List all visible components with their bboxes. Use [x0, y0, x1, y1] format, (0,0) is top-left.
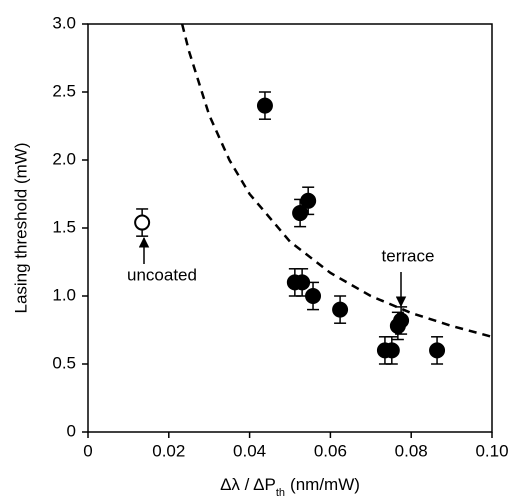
- point: [383, 342, 400, 359]
- x-label-unit: (nm/mW): [290, 475, 360, 494]
- point: [134, 214, 151, 231]
- plot-frame: [87, 23, 493, 433]
- point: [305, 288, 322, 304]
- annotation: uncoated: [127, 265, 197, 284]
- y-axis-label: Lasing threshold (mW): [11, 142, 30, 313]
- point: [393, 312, 410, 329]
- x-label-sub: th: [276, 487, 285, 499]
- x-tick-label: 0: [83, 441, 92, 460]
- fit-curve: [180, 23, 493, 339]
- point: [300, 192, 317, 209]
- y-tick-label: 2.0: [52, 149, 76, 168]
- y-tick-label: 2.5: [52, 81, 76, 100]
- point: [256, 97, 273, 114]
- y-tick-label: 0: [67, 421, 76, 440]
- point: [294, 274, 311, 291]
- point: [332, 301, 349, 318]
- y-tick-label: 0.5: [52, 353, 76, 372]
- annotation: terrace: [382, 246, 435, 265]
- x-axis-label: Δλ / ΔPth (nm/mW): [220, 475, 360, 498]
- x-tick-label: 0.02: [152, 441, 185, 460]
- y-tick-label: 1.5: [52, 217, 76, 236]
- x-tick-label: 0.10: [475, 441, 508, 460]
- x-tick-label: 0.06: [314, 441, 347, 460]
- y-tick-label: 1.0: [52, 285, 76, 304]
- point: [429, 342, 446, 359]
- x-label-main: Δλ / ΔP: [220, 475, 276, 494]
- x-tick-label: 0.08: [395, 441, 428, 460]
- point: [292, 205, 309, 222]
- y-tick-label: 3.0: [52, 13, 76, 32]
- x-tick-label: 0.04: [233, 441, 266, 460]
